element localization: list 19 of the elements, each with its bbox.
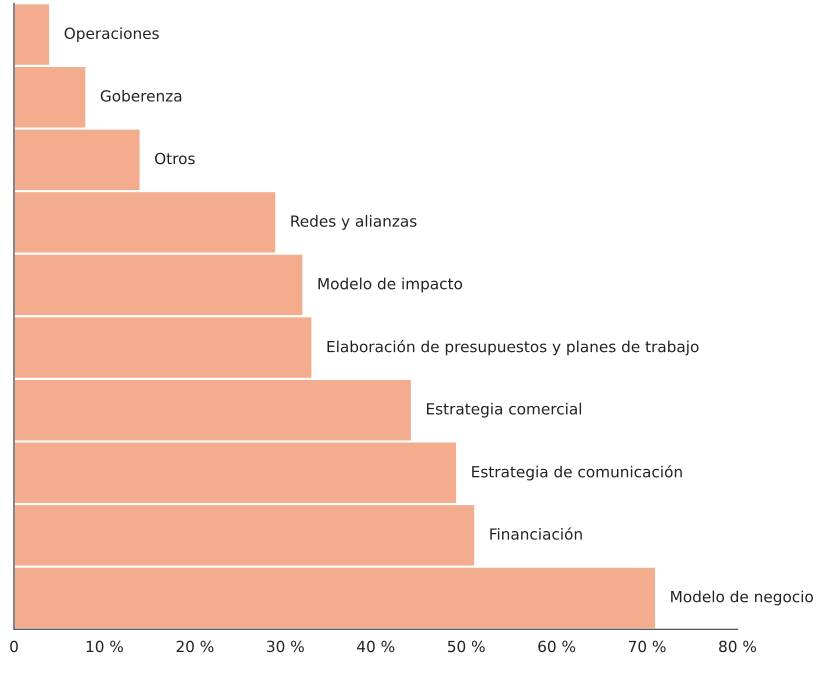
y-tick-label: Elaboración de presupuestos y planes de trabajo <box>328 340 699 356</box>
y-tick-label: Goberenza <box>100 90 182 102</box>
y-tick-label: Estrategia de comunicación <box>472 465 682 480</box>
x-tick-label: 40 % <box>357 640 394 652</box>
y-tick-label: Modelo de impacto <box>318 278 462 292</box>
x-tick-label: 80 % <box>719 640 756 652</box>
x-tick-label: 70 % <box>628 640 666 652</box>
x-tick-label: 50 % <box>448 640 485 652</box>
y-tick-label: Operaciones <box>64 27 159 42</box>
y-tick-label: Otros <box>155 152 195 164</box>
y-tick-label: Modelo de negocio <box>671 590 813 606</box>
x-tick-label: 10 % <box>86 640 124 652</box>
x-tick-label: 30 % <box>267 640 304 652</box>
x-tick-label: 20 % <box>176 640 214 652</box>
y-tick-label: Redes y alianzas <box>291 215 416 230</box>
y-tick-label: Financiación <box>490 527 582 540</box>
y-tick-label: Estrategia comercial <box>426 402 582 418</box>
x-tick-label: 60 % <box>538 640 576 652</box>
x-tick-label: 0 <box>10 640 18 652</box>
